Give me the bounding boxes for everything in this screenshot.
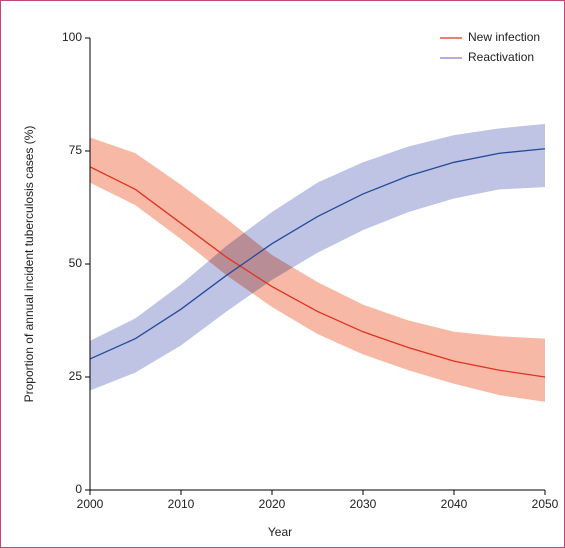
y-tick-label: 0 <box>75 482 82 496</box>
x-tick-label: 2020 <box>259 497 286 511</box>
x-tick-label: 2000 <box>77 497 104 511</box>
y-tick-label: 50 <box>69 256 83 270</box>
x-axis-title: Year <box>268 525 292 539</box>
series-line <box>89 166 546 378</box>
legend-label: New infection <box>468 30 540 44</box>
uncertainty-band <box>90 123 545 391</box>
series-line <box>89 148 546 360</box>
x-tick-label: 2050 <box>532 497 559 511</box>
y-tick-label: 100 <box>62 30 82 44</box>
uncertainty-band <box>90 137 545 402</box>
legend-label: Reactivation <box>468 50 534 64</box>
y-tick-label: 75 <box>69 143 83 157</box>
y-axis-title: Proportion of annual incident tuberculos… <box>22 126 36 403</box>
x-tick-label: 2010 <box>168 497 195 511</box>
y-tick-label: 25 <box>69 369 83 383</box>
x-tick-label: 2030 <box>350 497 377 511</box>
x-tick-label: 2040 <box>441 497 468 511</box>
